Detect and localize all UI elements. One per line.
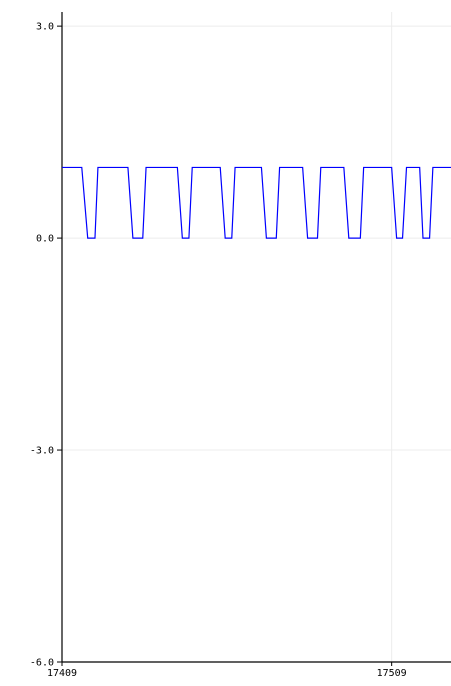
axis-layer [57,12,451,666]
x-tick-label: 17409 [47,668,77,679]
y-tick-label: -6.0 [30,658,54,669]
y-tick-label: -3.0 [30,446,54,457]
series-layer [62,166,451,239]
x-tick-label: 17509 [377,668,407,679]
grid-layer [61,12,451,663]
series-line [62,166,451,239]
y-tick-label: 3.0 [36,22,54,33]
y-tick-label: 0.0 [36,234,54,245]
